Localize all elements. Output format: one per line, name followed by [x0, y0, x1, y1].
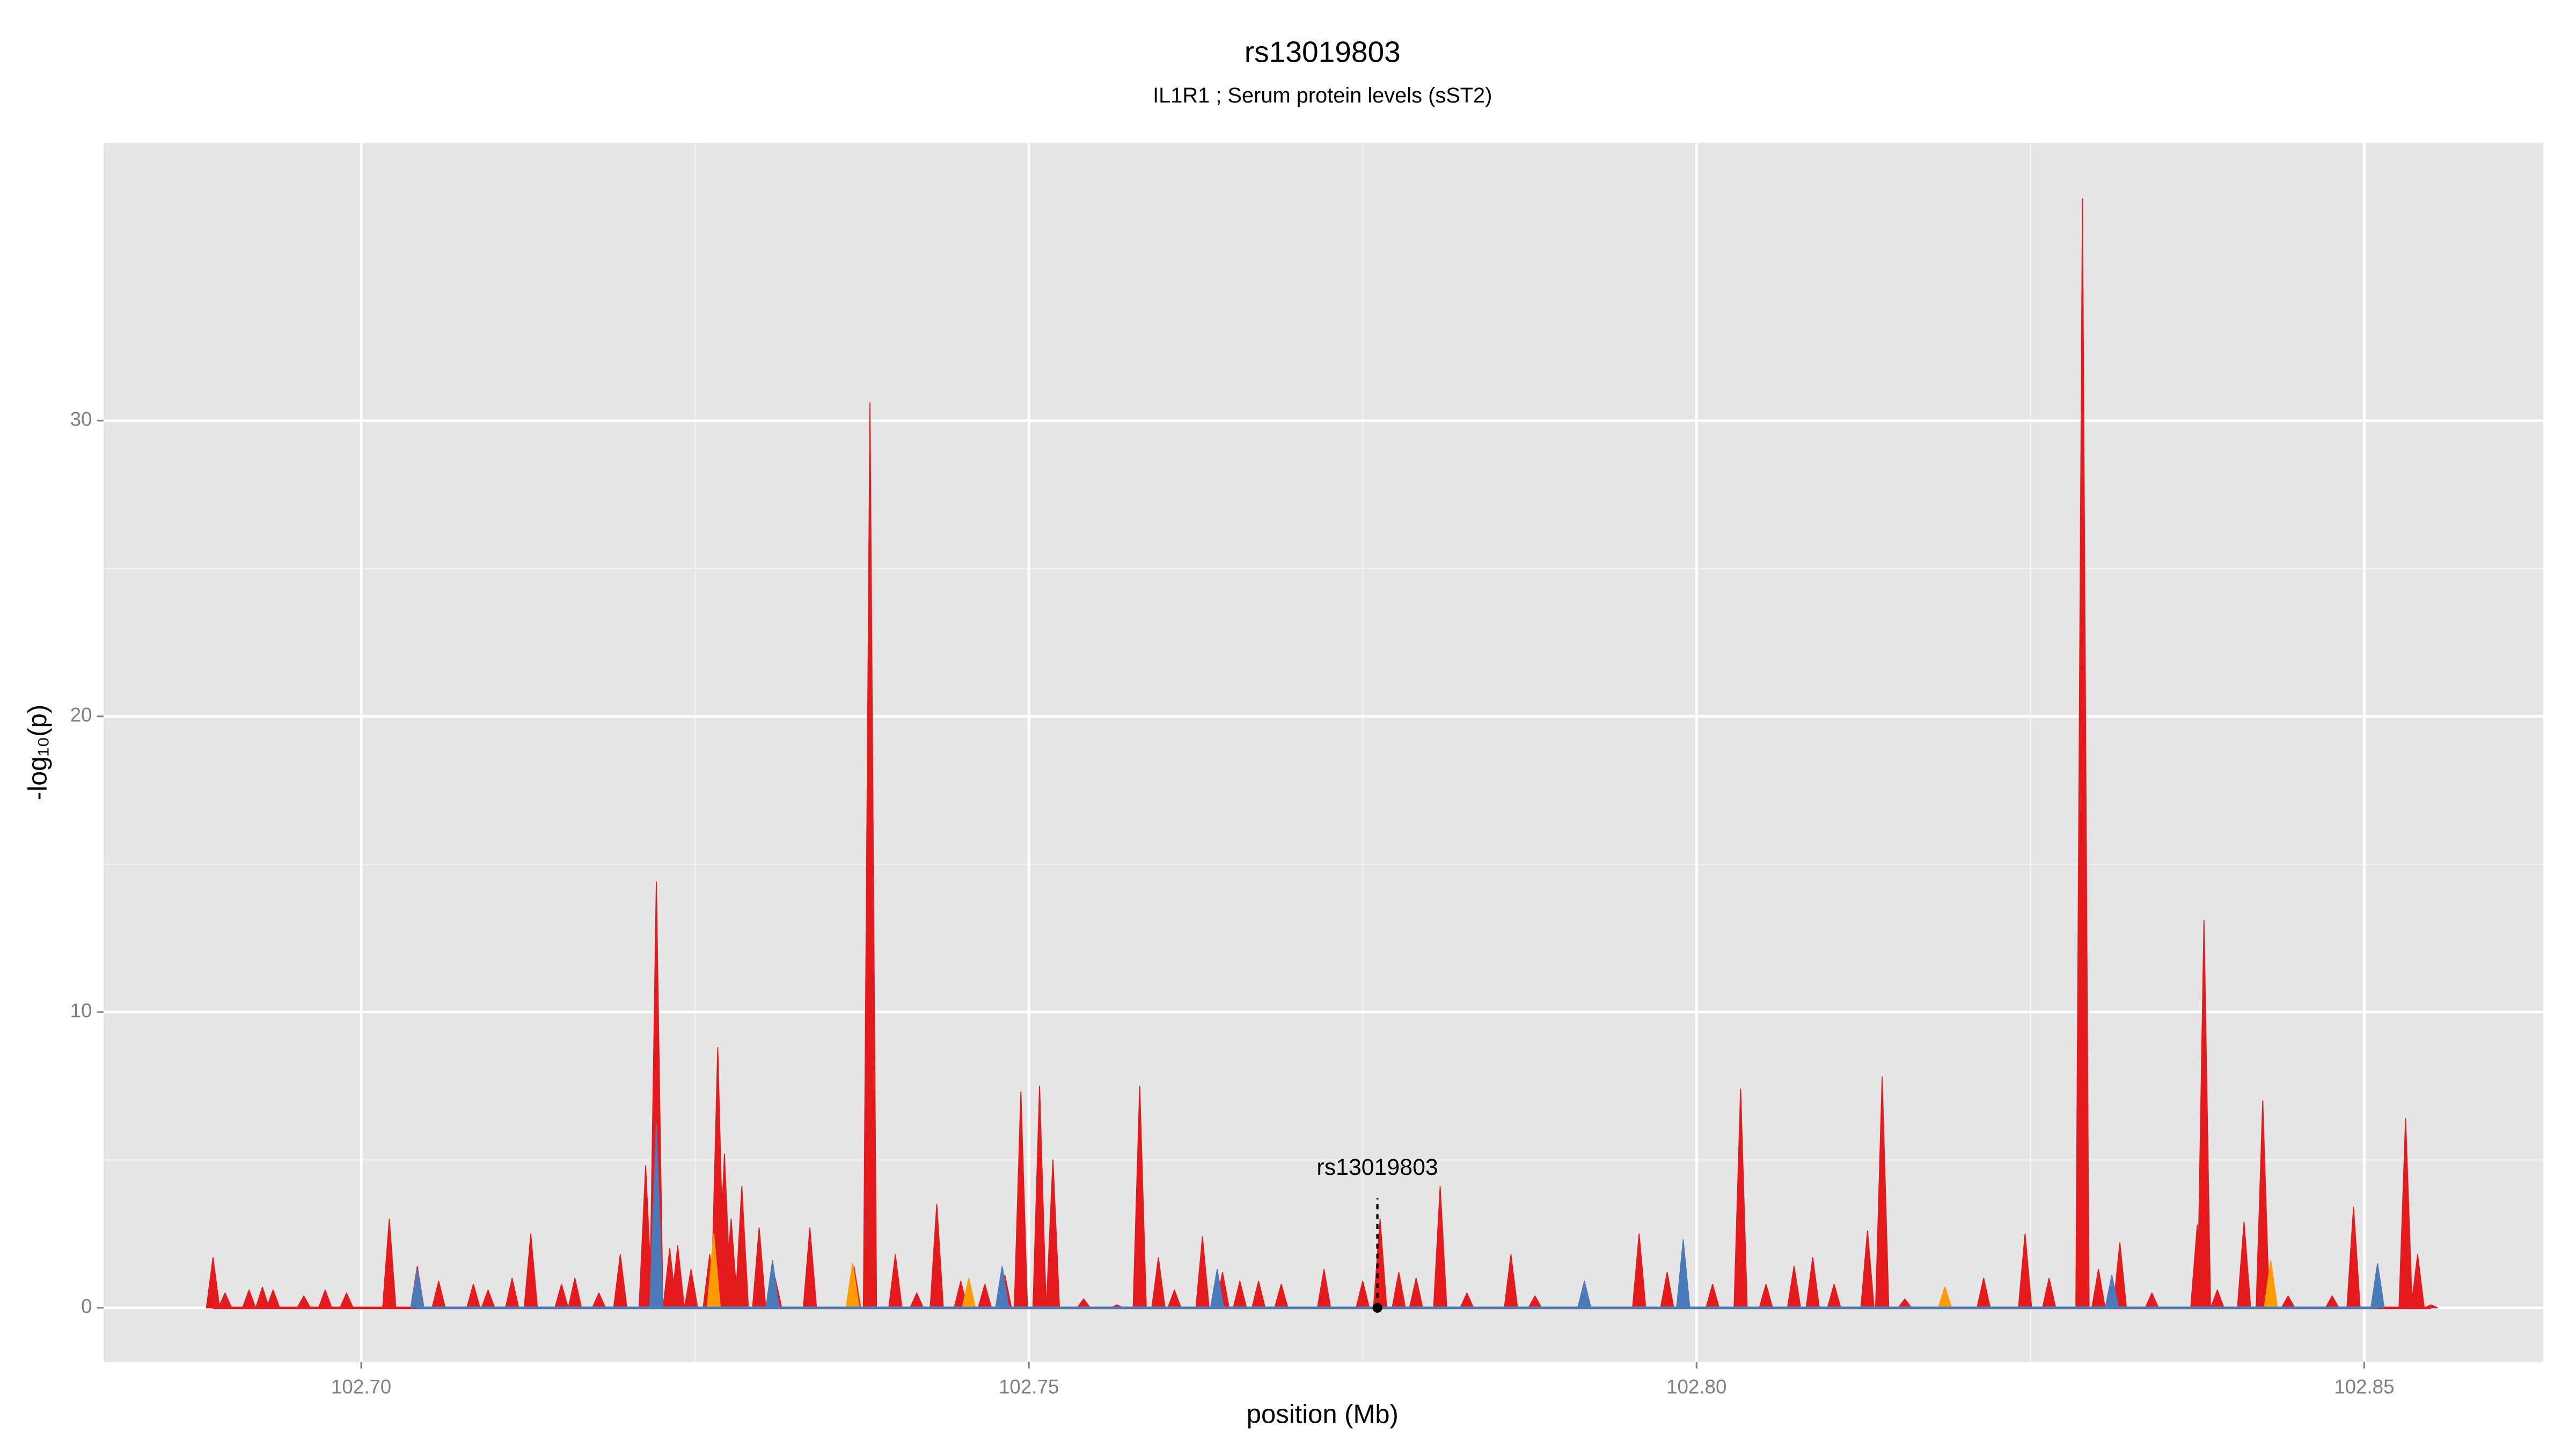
- area-peak: [318, 1289, 333, 1308]
- y-tick-label: 0: [81, 1296, 92, 1318]
- area-peak: [1577, 1280, 1592, 1308]
- area-peak: [241, 1289, 257, 1308]
- area-peak: [1676, 1239, 1690, 1308]
- area-peak: [339, 1292, 354, 1308]
- marks: [206, 198, 2438, 1313]
- area-peak: [995, 1265, 1009, 1308]
- plot-panel: [103, 143, 2543, 1362]
- area-peak: [2104, 1275, 2119, 1308]
- x-axis-label: position (Mb): [1247, 1400, 1399, 1429]
- area-peak: [206, 1257, 221, 1308]
- x-tick-label: 102.75: [999, 1375, 1059, 1397]
- area-peak: [2370, 1263, 2385, 1308]
- area-peak: [255, 1286, 270, 1308]
- chart-title: rs13019803: [1245, 35, 1401, 69]
- annotation-label: rs13019803: [1316, 1154, 1438, 1180]
- annotation-point: [1372, 1302, 1382, 1313]
- x-tick-label: 102.85: [2334, 1375, 2394, 1397]
- y-tick-label: 10: [70, 1000, 92, 1022]
- area-peak: [382, 1218, 397, 1308]
- area-peak: [1210, 1269, 1225, 1308]
- y-axis-label: -log₁₀(p): [23, 705, 52, 800]
- y-tick-label: 20: [70, 704, 92, 726]
- area-peak: [765, 1260, 780, 1308]
- area-peak: [2410, 1254, 2425, 1308]
- area-peak: [410, 1269, 425, 1308]
- y-tick-label: 30: [70, 408, 92, 430]
- area-peak: [218, 1292, 232, 1308]
- x-tick-label: 102.80: [1666, 1375, 1726, 1397]
- area-peak: [266, 1289, 281, 1308]
- chart-subtitle: IL1R1 ; Serum protein levels (sST2): [1153, 84, 1492, 107]
- area-peak: [2424, 1304, 2438, 1308]
- area-peak: [649, 1124, 664, 1308]
- area-peak: [296, 1295, 311, 1308]
- area-peak: [2398, 1118, 2413, 1308]
- x-tick-label: 102.70: [331, 1375, 391, 1397]
